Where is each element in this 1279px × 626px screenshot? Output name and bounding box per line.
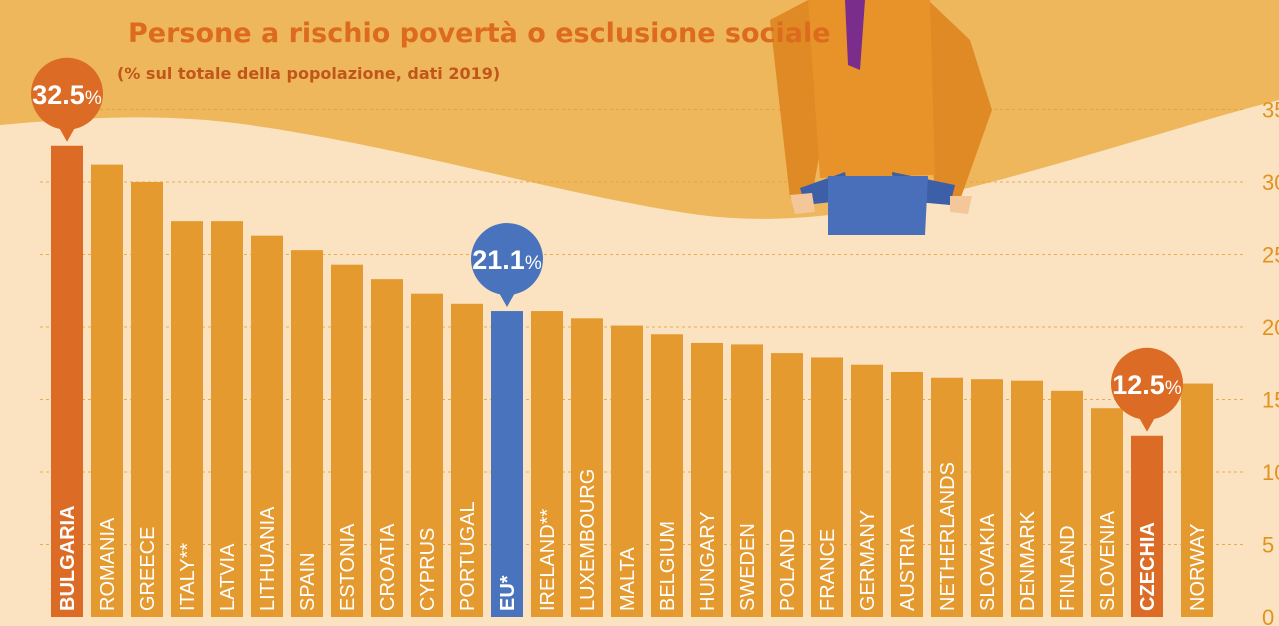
person-tie (845, 0, 865, 70)
bar-label-austria: AUSTRIA (897, 524, 919, 611)
bar-label-norway: NORWAY (1187, 524, 1209, 611)
bar-poland (771, 353, 803, 617)
bar-italy (171, 221, 203, 617)
callout-pointer-czechia (1138, 415, 1156, 432)
bar-label-cyprus: CYPRUS (417, 528, 439, 611)
y-tick-25: 25 (1262, 243, 1279, 268)
person-trousers (828, 176, 928, 235)
bar-lithuania (251, 235, 283, 617)
bar-ireland (531, 311, 563, 617)
y-tick-5: 5 (1262, 533, 1274, 558)
bar-label-greece: GREECE (137, 527, 159, 611)
bar-germany (851, 364, 883, 617)
chart-title: Persone a rischio povertà o esclusione s… (128, 18, 831, 49)
callout-bubble-bulgaria (31, 57, 103, 130)
bar-label-croatia: CROATIA (377, 523, 399, 611)
bar-label-spain: SPAIN (297, 552, 319, 611)
bar-spain (291, 250, 323, 617)
bar-latvia (211, 221, 243, 617)
bar-label-estonia: ESTONIA (337, 523, 359, 611)
bar-label-lithuania: LITHUANIA (257, 506, 279, 611)
callout-bulgaria: 32.5% (31, 57, 103, 142)
bar-hungary (691, 342, 723, 617)
bar-greece (131, 182, 163, 617)
bar-czechia (1131, 435, 1163, 617)
bar-eu (491, 311, 523, 617)
callout-percent-eu: % (525, 253, 542, 274)
bar-belgium (651, 334, 683, 617)
bar-label-hungary: HUNGARY (697, 511, 719, 611)
y-tick-10: 10 (1262, 460, 1279, 485)
callout-bubble-czechia (1111, 347, 1183, 420)
bar-croatia (371, 279, 403, 617)
bar-label-poland: POLAND (777, 529, 799, 611)
bar-luxembourg (571, 318, 603, 617)
callout-pointer-eu (498, 291, 516, 308)
bar-label-finland: FINLAND (1057, 525, 1079, 611)
callout-pointer-bulgaria (58, 125, 76, 142)
bar-sweden (731, 344, 763, 617)
bar-label-luxembourg: LUXEMBOURG (577, 469, 599, 611)
person-illustration (770, 0, 992, 235)
bar-estonia (331, 264, 363, 617)
person-right-arm (928, 0, 992, 200)
bar-label-czechia: CZECHIA (1137, 522, 1159, 611)
callout-value-czechia: 12.5% (1112, 370, 1182, 400)
bar-slovenia (1091, 408, 1123, 617)
y-axis-ticks: 0 5 10 15 20 25 30 35 (1262, 98, 1279, 626)
bar-bulgaria (51, 145, 83, 617)
y-tick-20: 20 (1262, 315, 1279, 340)
bar-label-belgium: BELGIUM (657, 521, 679, 611)
y-tick-35: 35 (1262, 98, 1279, 123)
bar-denmark (1011, 380, 1043, 617)
bar-finland (1051, 390, 1083, 617)
person-torso (808, 0, 935, 178)
callout-eu: 21.1% (471, 223, 543, 308)
bar-label-italy: ITALY** (177, 543, 199, 611)
person-left-hand (790, 193, 815, 214)
bar-label-bulgaria: BULGARIA (57, 505, 79, 611)
bar-label-eu: EU* (497, 575, 519, 611)
person-right-hand (950, 196, 972, 214)
bar-label-france: FRANCE (817, 529, 839, 611)
callout-bubble-eu (471, 223, 543, 296)
bar-portugal (451, 303, 483, 617)
bar-label-sweden: SWEDEN (737, 523, 759, 611)
bar-label-slovakia: SLOVAKIA (977, 513, 999, 611)
bar-slovakia (971, 379, 1003, 617)
bar-label-denmark: DENMARK (1017, 510, 1039, 611)
bar-romania (91, 164, 123, 617)
callouts: 32.5% 21.1% 12.5% (31, 57, 1183, 432)
y-tick-0: 0 (1262, 605, 1274, 626)
callout-percent-czechia: % (1165, 378, 1182, 399)
bar-labels: BULGARIA ROMANIA GREECE ITALY** LATVIA LITHUA… (57, 462, 1209, 611)
bar-label-malta: MALTA (617, 547, 639, 611)
bar-label-germany: GERMANY (857, 510, 879, 611)
bar-label-slovenia: SLOVENIA (1097, 510, 1119, 611)
bar-label-romania: ROMANIA (97, 517, 119, 611)
bar-label-netherlands: NETHERLANDS (937, 462, 959, 611)
callout-czechia: 12.5% (1111, 347, 1183, 432)
bar-austria (891, 371, 923, 617)
bar-label-portugal: PORTUGAL (457, 501, 479, 611)
y-tick-30: 30 (1262, 170, 1279, 195)
bar-malta (611, 325, 643, 617)
bar-label-latvia: LATVIA (217, 543, 239, 611)
bar-netherlands (931, 377, 963, 617)
chart-subtitle: (% sul totale della popolazione, dati 20… (117, 64, 501, 83)
bar-norway (1181, 383, 1213, 617)
bars (51, 145, 1213, 617)
bar-label-ireland: IRELAND** (537, 509, 559, 611)
bar-france (811, 357, 843, 617)
callout-percent-bulgaria: % (85, 88, 102, 109)
bar-cyprus (411, 293, 443, 617)
y-tick-15: 15 (1262, 388, 1279, 413)
